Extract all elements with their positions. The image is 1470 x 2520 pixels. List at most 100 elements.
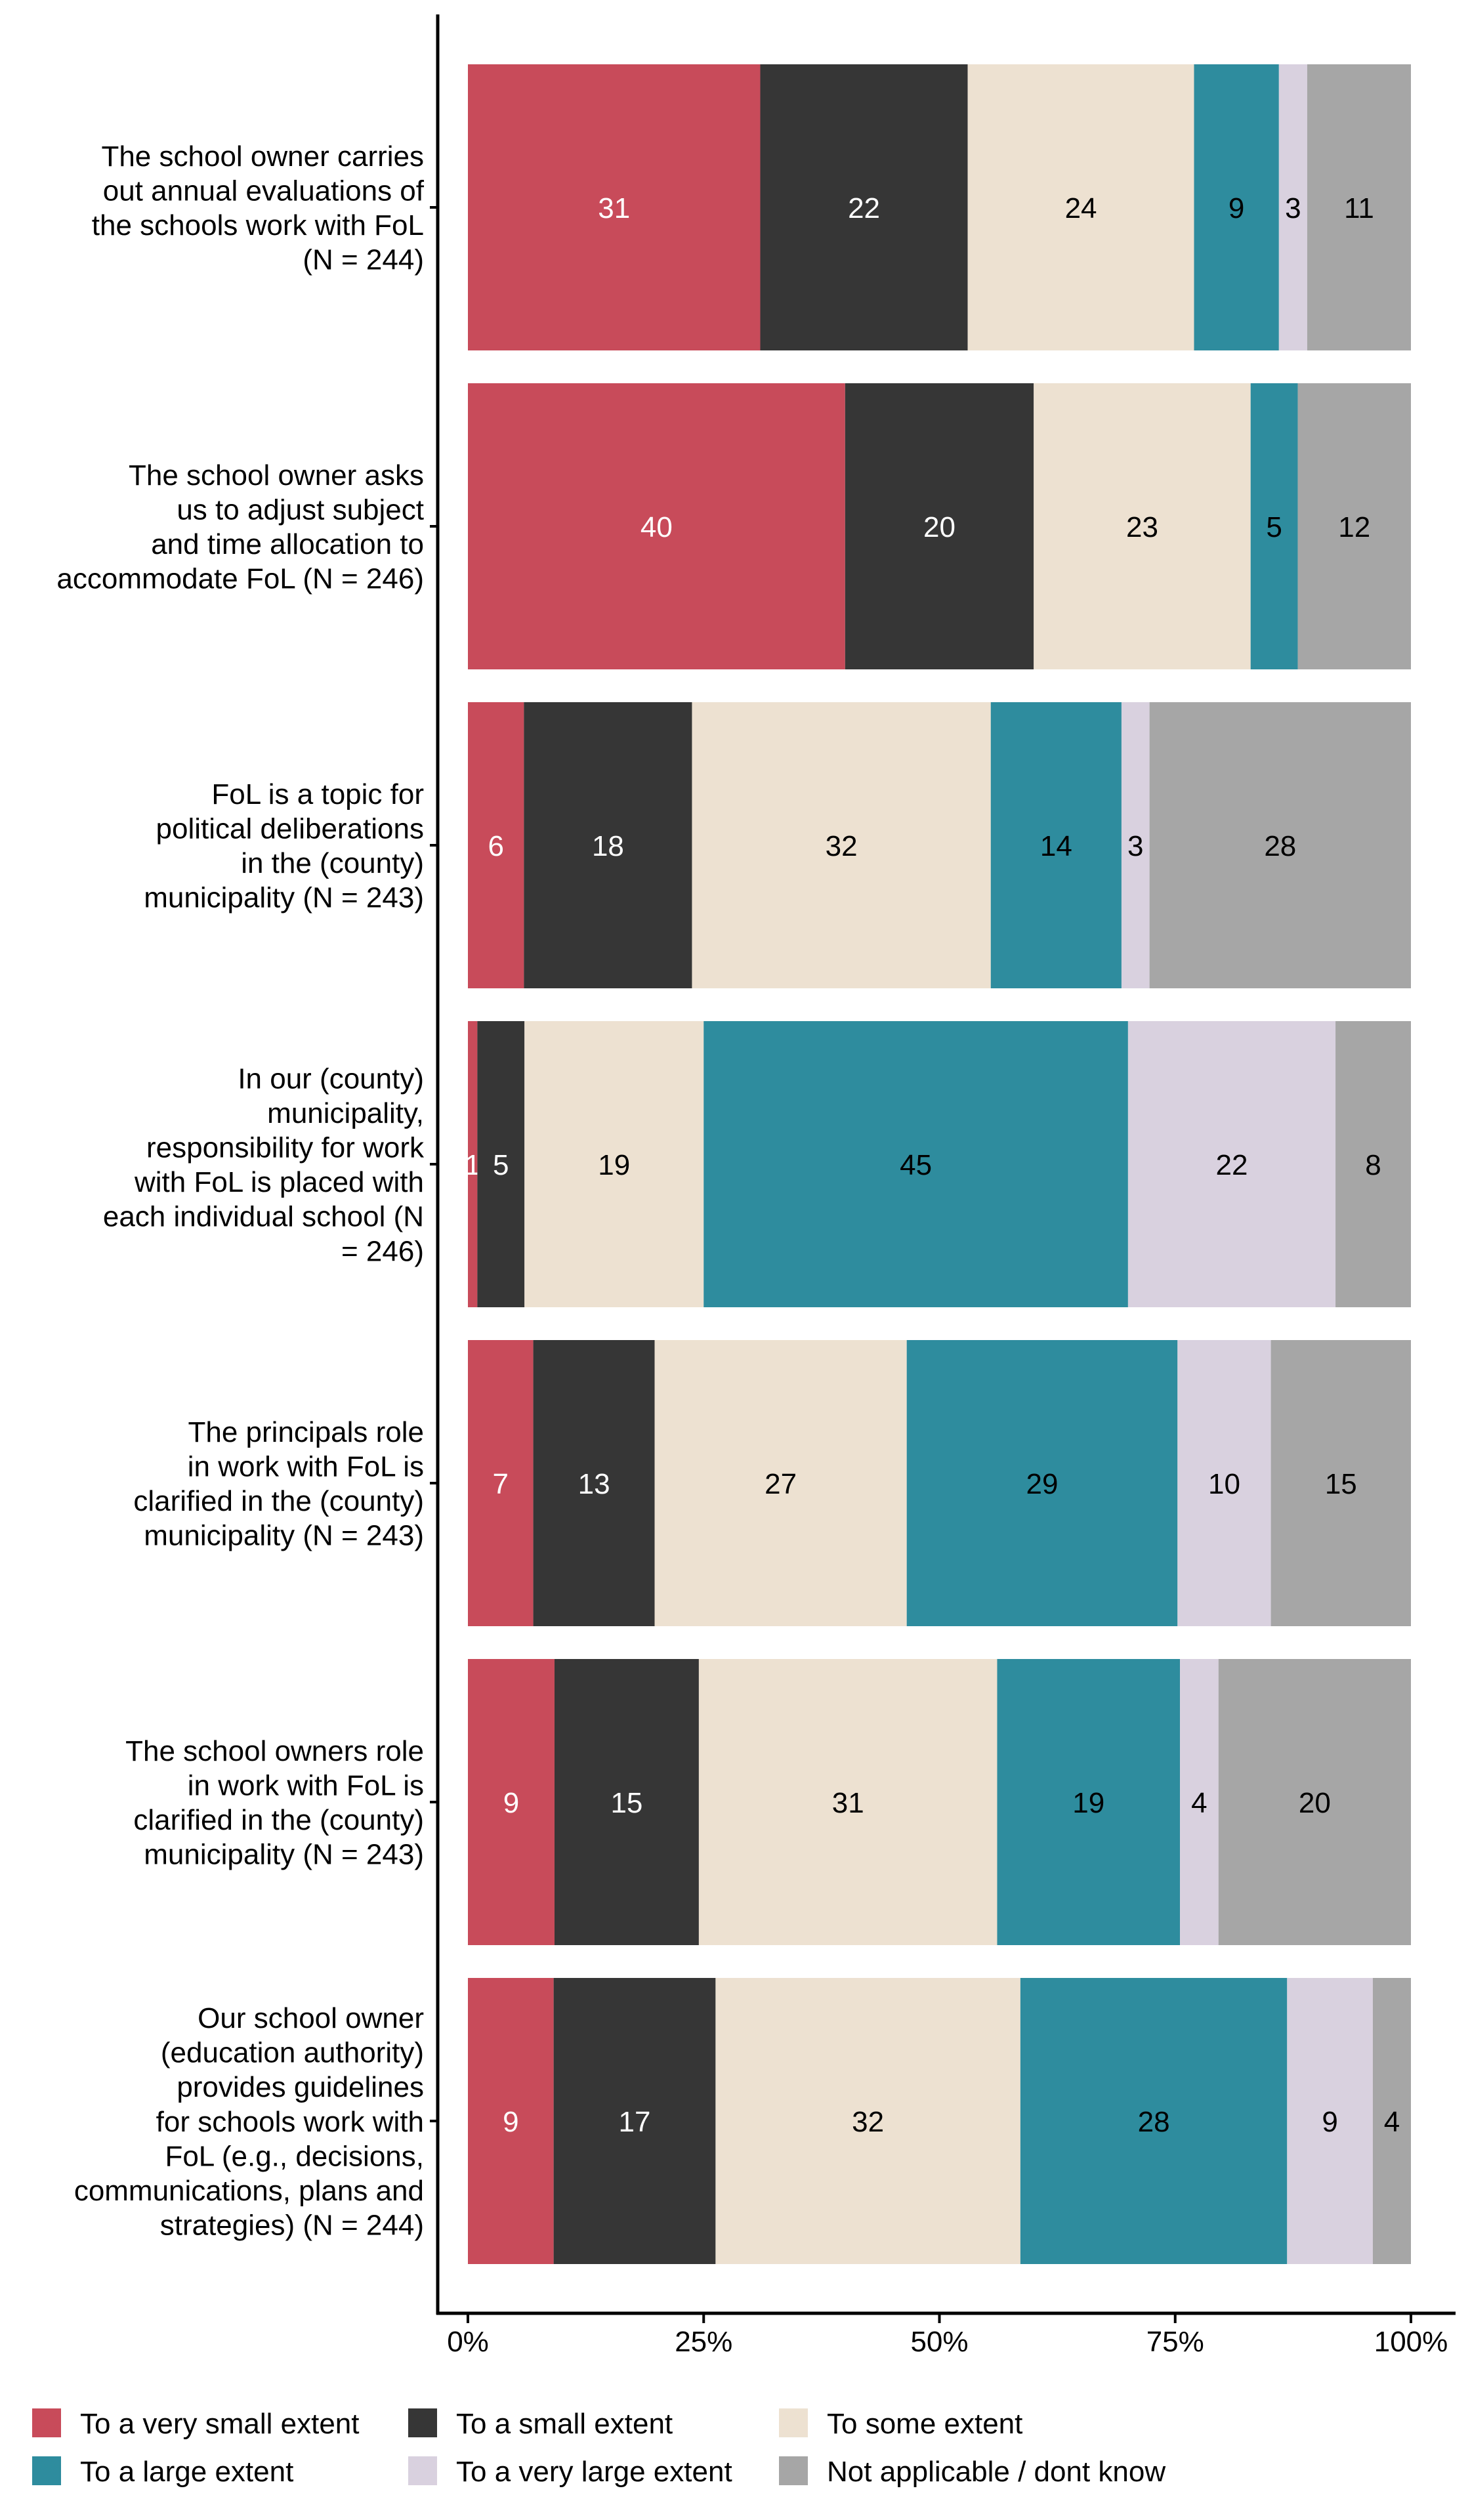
category-label-line: responsibility for work [146,1132,425,1164]
data-label: 40 [640,511,673,543]
category-label-line: The school owners role [125,1735,424,1767]
bar-segment [704,1021,1128,1307]
bar-segment [997,1659,1181,1945]
legend-swatch [408,2408,437,2437]
category-label-line: accommodate FoL (N = 246) [56,563,424,595]
data-label: 20 [923,511,956,543]
legend: To a very small extent To a small extent T… [32,2408,1166,2488]
data-label: 14 [1040,830,1072,862]
category-label-line: us to adjust subject [177,494,424,526]
data-label: 17 [619,2106,651,2138]
data-label: 19 [598,1149,630,1181]
category-label-line: The principals role [188,1416,425,1448]
data-label: 15 [610,1787,642,1819]
category-label-line: municipality, [267,1097,424,1129]
bar-segment [1250,383,1298,669]
bar-segment [1372,1978,1411,2264]
legend-label: To a very small extent [80,2408,360,2440]
data-label: 5 [493,1149,509,1181]
bar-segment [533,1340,655,1626]
category-label-line: in the (county) [241,847,424,879]
data-label: 23 [1126,511,1158,543]
bar-segment [692,702,991,988]
data-label: 4 [1191,1787,1207,1819]
bar-segment [845,383,1034,669]
bar-segment [990,702,1122,988]
category-label-line: clarified in the (county) [133,1485,424,1517]
legend-label: To a large extent [80,2456,293,2488]
bar-segment [524,702,692,988]
bar-segment [1121,702,1150,988]
category-label-line: strategies) (N = 244) [160,2210,424,2242]
bar-segment [1307,64,1411,350]
category-label-line: municipality (N = 243) [144,882,424,914]
data-label: 8 [1365,1149,1381,1181]
bar-segment [906,1340,1178,1626]
category-label-line: in work with FoL is [188,1451,424,1483]
bar-segment [1297,383,1411,669]
bar-segment [468,1659,555,1945]
data-label: 32 [852,2106,884,2138]
bar-segment [1270,1340,1411,1626]
data-label: 18 [592,830,624,862]
data-label: 28 [1138,2106,1170,2138]
bar-segment [477,1021,525,1307]
data-label: 7 [493,1468,509,1500]
category-label-line: the schools work with FoL [92,209,424,242]
data-label: 9 [503,2106,518,2138]
category-label-line: each individual school (N [103,1201,424,1233]
data-label: 9 [503,1787,519,1819]
data-label: 20 [1299,1787,1331,1819]
category-label-line: communications, plans and [74,2175,424,2207]
category-label-line: municipality (N = 243) [144,1839,424,1871]
data-label: 11 [1344,192,1374,224]
data-label: 22 [1215,1149,1248,1181]
bar-segment [468,64,761,350]
data-label: 45 [900,1149,932,1181]
bar-segment [553,1978,716,2264]
x-tick-label: 0% [447,2326,489,2358]
bar-segment [1127,1021,1336,1307]
data-label: 24 [1065,192,1097,224]
bar-segment [468,1021,478,1307]
bar-segment [554,1659,699,1945]
category-label-line: out annual evaluations of [103,175,425,207]
data-label: 27 [765,1468,797,1500]
bar-segment [1287,1978,1373,2264]
category-label-line: clarified in the (county) [133,1804,424,1836]
bar-segment [760,64,968,350]
bar-segment [715,1978,1020,2264]
bar-segment [698,1659,998,1945]
bar-segment [1034,383,1251,669]
category-label-line: = 246) [341,1235,424,1267]
category-label-line: FoL is a topic for [211,778,424,810]
x-axis-ticks: 0% 25% 50% 75% 100% [447,2315,1448,2358]
bar-segment [654,1340,907,1626]
bar-segment [468,1340,534,1626]
x-tick-label: 50% [910,2326,968,2358]
category-label-line: with FoL is placed with [134,1166,424,1198]
data-label: 6 [488,830,503,862]
bar-segment [1149,702,1411,988]
legend-label: To a very large extent [456,2456,732,2488]
bar-segment [1335,1021,1411,1307]
bar-segment [468,1978,554,2264]
data-label: 29 [1026,1468,1059,1500]
bar-segment [1180,1659,1219,1945]
data-label: 10 [1208,1468,1240,1500]
bar-segment [1177,1340,1271,1626]
category-label-line: political deliberations [156,813,424,845]
data-label: 28 [1264,830,1296,862]
legend-label: To a small extent [456,2408,673,2440]
bar-segment [1020,1978,1288,2264]
data-label: 31 [598,192,630,224]
category-label-line: and time allocation to [151,528,424,560]
data-label: 9 [1228,192,1244,224]
category-label-line: provides guidelines [177,2071,424,2103]
data-label: 15 [1325,1468,1357,1500]
category-label-line: in work with FoL is [188,1770,424,1802]
bar-segment [468,383,845,669]
